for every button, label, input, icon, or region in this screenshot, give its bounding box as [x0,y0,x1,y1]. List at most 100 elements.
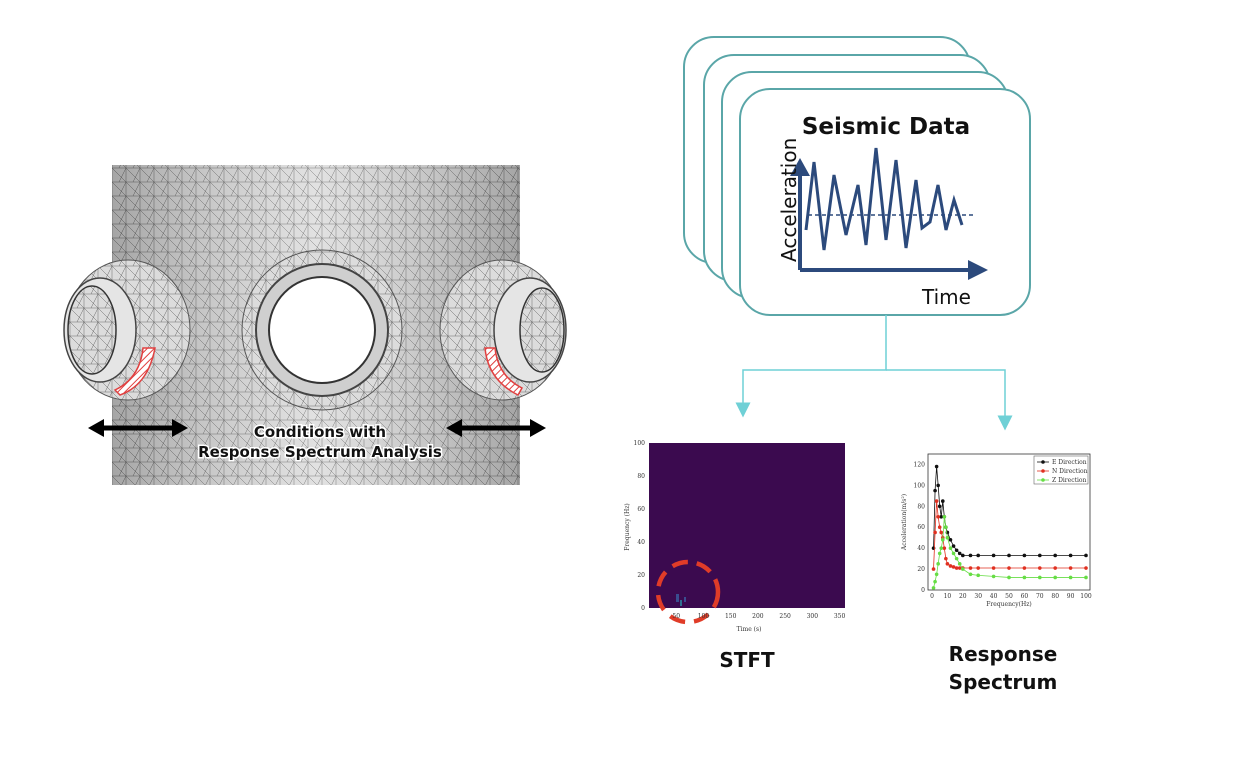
right-weld-hatch [484,347,524,396]
rs-point-n-direction [934,499,939,503]
rs-point-e-direction [933,488,937,493]
rs-point-n-direction [951,565,956,569]
rs-point-e-direction [1022,553,1027,558]
rs-point-n-direction [936,514,940,519]
stft-x-tick: 100 [698,613,710,620]
rs-point-e-direction [1084,553,1088,558]
seismic-waveform [804,147,964,251]
center-nozzle [241,249,403,411]
rs-legend-label-z-direction: Z Direction [1052,477,1087,484]
rs-legend-label-n-direction: N Direction [1052,468,1088,475]
rs-y-tick: 100 [914,482,926,489]
response-spectrum-chart: 0 20 40 60 80 100 120 0 10 20 30 40 50 60 70 80 90 100 E… [901,453,1092,694]
rs-point-z-direction [961,567,965,571]
fe-model: Conditions with Response Spectrum Analys… [63,165,567,485]
left-double-arrow [88,419,188,437]
rs-point-e-direction [937,504,942,509]
rs-point-z-direction [976,573,980,578]
rs-point-n-direction [948,564,953,568]
stft-x-tick: 250 [779,613,791,620]
rs-point-n-direction [968,566,973,570]
rs-point-n-direction [1068,566,1073,570]
rs-point-n-direction [942,546,947,550]
rs-y-tick: 120 [914,461,926,468]
stft-y-tick: 100 [634,440,646,447]
left-nozzle [63,259,191,401]
rs-caption-line2: Spectrum [949,670,1058,694]
rs-point-z-direction [936,562,940,566]
right-nozzle [439,259,567,401]
stft-y-ticks: 0 20 40 60 80 100 [634,440,646,612]
right-double-arrow [446,419,546,437]
rs-x-tick: 10 [944,593,952,600]
x-axis-arrowhead [968,260,988,280]
rs-point-e-direction [961,553,965,558]
rs-point-n-direction [957,566,962,570]
rs-point-z-direction [933,579,937,584]
rs-point-z-direction [1084,575,1088,580]
rs-x-ticks: 0 10 20 30 40 50 60 70 80 90 100 [930,593,1092,600]
arrow-to-response [886,369,1013,431]
rs-point-z-direction [1007,575,1011,580]
rs-point-e-direction [991,553,996,558]
stft-y-tick: 60 [637,506,645,513]
x-axis-label: Time [921,285,971,309]
rs-point-e-direction [1068,553,1073,558]
rs-legend-label-e-direction: E Direction [1052,459,1087,466]
rs-point-n-direction [1053,566,1057,570]
rs-x-tick: 100 [1080,593,1092,600]
stft-xlabel: Time (s) [737,626,762,633]
rs-point-e-direction [1053,553,1057,558]
rs-point-n-direction [931,567,936,571]
y-axis-label: Acceleration [777,138,801,262]
rs-point-n-direction [944,556,948,561]
rs-point-z-direction [944,525,948,530]
rs-caption-line1: Response [949,642,1058,666]
rs-legend: E Direction N Direction Z Direction [1033,455,1089,485]
rs-series-group [931,464,1088,590]
rs-point-e-direction [939,514,944,519]
rs-point-n-direction [945,562,950,566]
rs-point-z-direction [934,572,939,577]
caption-line1: Conditions with [254,423,386,441]
rs-xlabel: Frequency(Hz) [986,601,1032,608]
connector-lines [735,315,1013,431]
rs-point-n-direction [939,530,944,535]
stft-x-tick: 50 [672,613,680,620]
rs-point-z-direction [1053,575,1057,580]
rs-y-tick: 20 [917,566,925,573]
rs-point-z-direction [1068,575,1073,580]
stft-y-tick: 20 [637,572,645,579]
rs-point-n-direction [991,566,996,570]
stft-chart: 0 20 40 60 80 100 50 100 150 200 250 300 350 Time (… [624,440,845,672]
rs-point-e-direction [934,464,939,469]
rs-x-tick: 0 [930,593,934,600]
rs-point-z-direction [931,586,936,590]
stft-caption: STFT [719,648,775,672]
stft-x-ticks: 50 100 150 200 250 300 350 [672,613,845,620]
rs-point-z-direction [957,562,962,566]
rs-point-z-direction [951,551,956,556]
rs-point-z-direction [945,535,950,540]
stft-y-tick: 40 [637,539,645,546]
rs-point-z-direction [948,546,953,550]
rs-x-tick: 60 [1021,593,1029,600]
rs-x-tick: 70 [1036,593,1044,600]
stft-ylabel: Frequency (Hz) [624,503,631,550]
rs-point-n-direction [954,566,959,570]
rs-point-n-direction [1022,566,1027,570]
rs-point-z-direction [939,546,944,550]
rs-y-tick: 60 [917,524,925,531]
stft-x-tick: 350 [834,613,846,620]
rs-point-e-direction [976,553,980,558]
rs-point-e-direction [968,553,973,558]
rs-point-e-direction [951,544,956,548]
caption-line2: Response Spectrum Analysis [198,443,442,461]
rs-point-z-direction [1038,575,1042,580]
stft-y-tick: 80 [637,473,645,480]
rs-x-tick: 40 [990,593,998,600]
seismic-title: Seismic Data [802,114,970,140]
rs-y-tick: 80 [917,503,925,510]
rs-x-tick: 80 [1051,593,1059,600]
rs-point-n-direction [976,566,980,570]
